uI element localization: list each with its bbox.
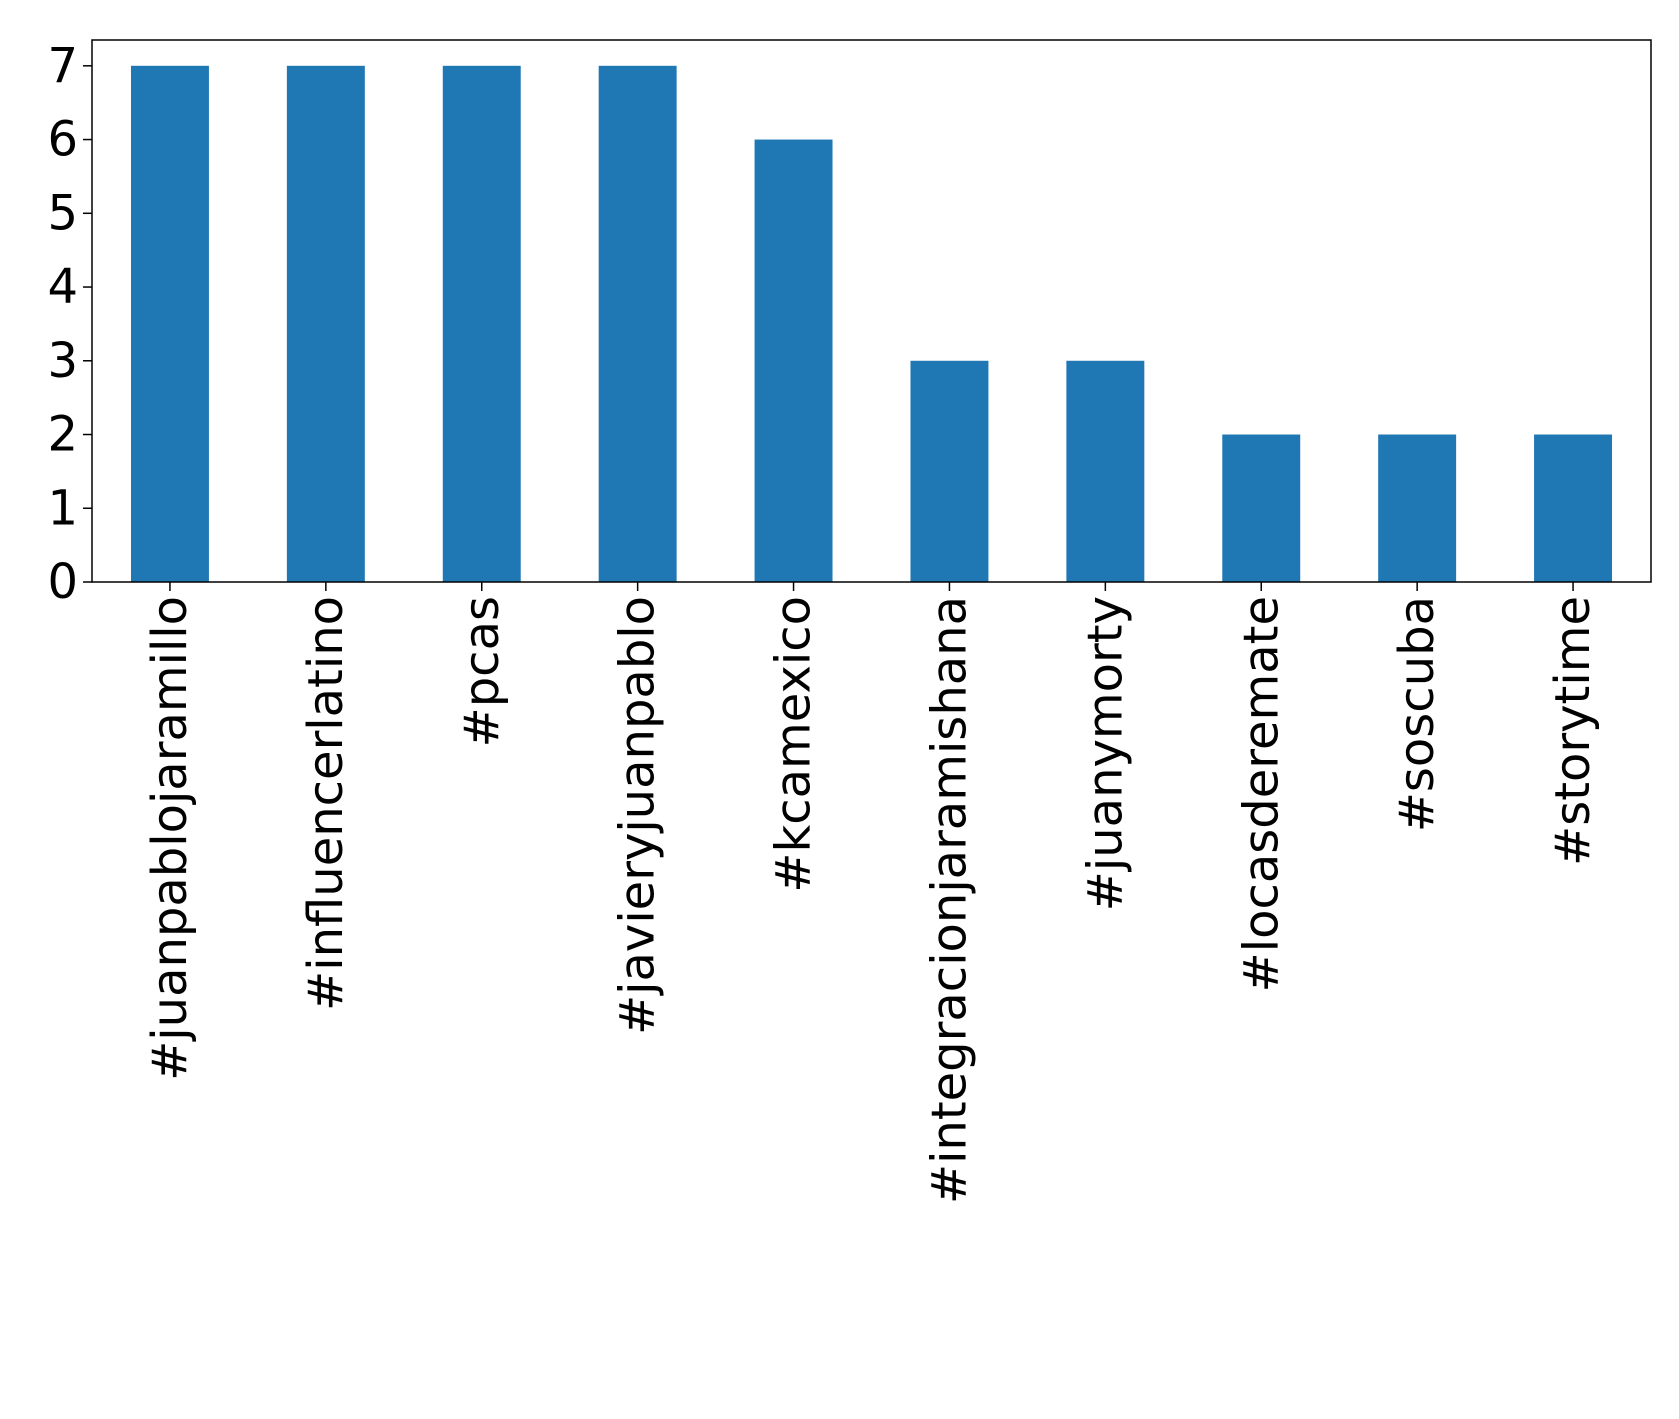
x-tick-label: #juanymorty xyxy=(1077,596,1133,911)
x-axis: #juanpablojaramillo #influencerlatino #pca… xyxy=(142,582,1601,1204)
plot-frame xyxy=(91,39,1652,583)
y-tick-label: 0 xyxy=(47,554,78,610)
bar-integracionjaramishana xyxy=(910,360,989,582)
y-tick-label: 5 xyxy=(47,185,78,241)
bar-kcamexico xyxy=(754,139,833,582)
x-tick-label: #locasderemate xyxy=(1233,596,1289,992)
y-tick-label: 4 xyxy=(47,259,78,315)
x-tick-label: #pcas xyxy=(454,596,510,748)
bar-juanymorty xyxy=(1066,360,1145,582)
bar-influencerlatino xyxy=(286,65,365,583)
y-tick-label: 1 xyxy=(47,480,78,536)
y-tick-label: 3 xyxy=(47,333,78,389)
y-axis: 0 1 2 3 4 5 6 7 xyxy=(47,38,92,610)
bar-pcas xyxy=(442,65,521,583)
bar-soscuba xyxy=(1378,434,1457,582)
bar-locasderemate xyxy=(1222,434,1301,582)
bars-group xyxy=(130,65,1613,583)
x-tick-label: #javieryjuanpablo xyxy=(610,596,666,1035)
x-tick-label: #integracionjaramishana xyxy=(921,596,977,1204)
x-tick-label: #storytime xyxy=(1545,596,1601,866)
x-tick-label: #soscuba xyxy=(1389,596,1445,832)
x-tick-label: #juanpablojaramillo xyxy=(142,596,198,1081)
y-tick-label: 6 xyxy=(47,112,78,168)
x-tick-label: #kcamexico xyxy=(766,596,822,893)
y-tick-label: 2 xyxy=(47,407,78,463)
x-tick-label: #influencerlatino xyxy=(298,596,354,1011)
y-tick-label: 7 xyxy=(47,38,78,94)
bar-storytime xyxy=(1534,434,1613,582)
bar-javieryjuanpablo xyxy=(598,65,677,583)
bar-juanpablojaramillo xyxy=(130,65,209,583)
